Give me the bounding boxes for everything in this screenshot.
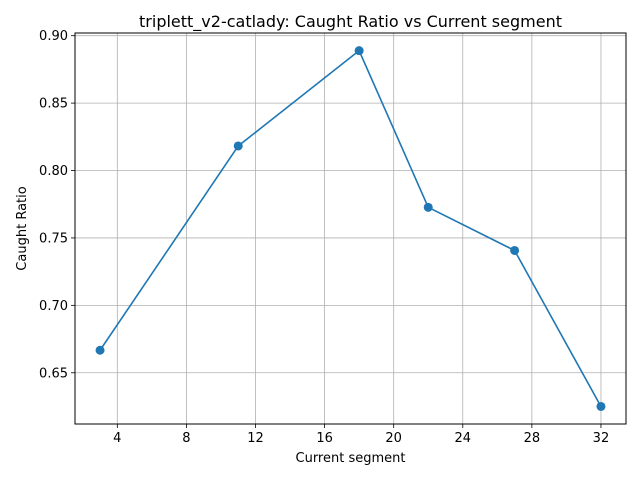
x-tick-label: 4 bbox=[113, 431, 121, 446]
data-point bbox=[354, 46, 364, 56]
data-point bbox=[423, 202, 433, 212]
y-tick-label: 0.75 bbox=[39, 231, 68, 246]
data-point bbox=[95, 345, 105, 355]
x-tick-label: 16 bbox=[316, 431, 333, 446]
series-line bbox=[99, 49, 602, 407]
y-axis-ticks: 0.65 0.70 0.75 0.80 0.85 0.90 bbox=[39, 29, 75, 381]
x-tick-label: 12 bbox=[247, 431, 264, 446]
x-tick-label: 32 bbox=[593, 431, 610, 446]
data-points bbox=[95, 46, 606, 411]
x-tick-label: 24 bbox=[454, 431, 471, 446]
series-line-layer bbox=[99, 49, 602, 407]
x-axis-ticks: 4 8 12 16 20 24 28 32 bbox=[113, 424, 609, 446]
y-axis-label: Caught Ratio bbox=[15, 186, 30, 270]
y-tick-label: 0.65 bbox=[39, 366, 68, 381]
chart-title: triplett_v2-catlady: Caught Ratio vs Cur… bbox=[139, 12, 562, 32]
grid-lines bbox=[75, 33, 626, 424]
data-point bbox=[510, 245, 520, 255]
plot-frame bbox=[74, 32, 627, 425]
x-tick-label: 20 bbox=[385, 431, 402, 446]
x-tick-label: 8 bbox=[182, 431, 190, 446]
y-tick-label: 0.85 bbox=[39, 97, 68, 112]
y-tick-label: 0.90 bbox=[39, 29, 68, 44]
y-tick-label: 0.70 bbox=[39, 299, 68, 314]
x-tick-label: 28 bbox=[524, 431, 541, 446]
x-axis-label: Current segment bbox=[296, 451, 406, 466]
data-point bbox=[596, 401, 606, 411]
y-tick-label: 0.80 bbox=[39, 164, 68, 179]
data-point bbox=[233, 141, 243, 151]
